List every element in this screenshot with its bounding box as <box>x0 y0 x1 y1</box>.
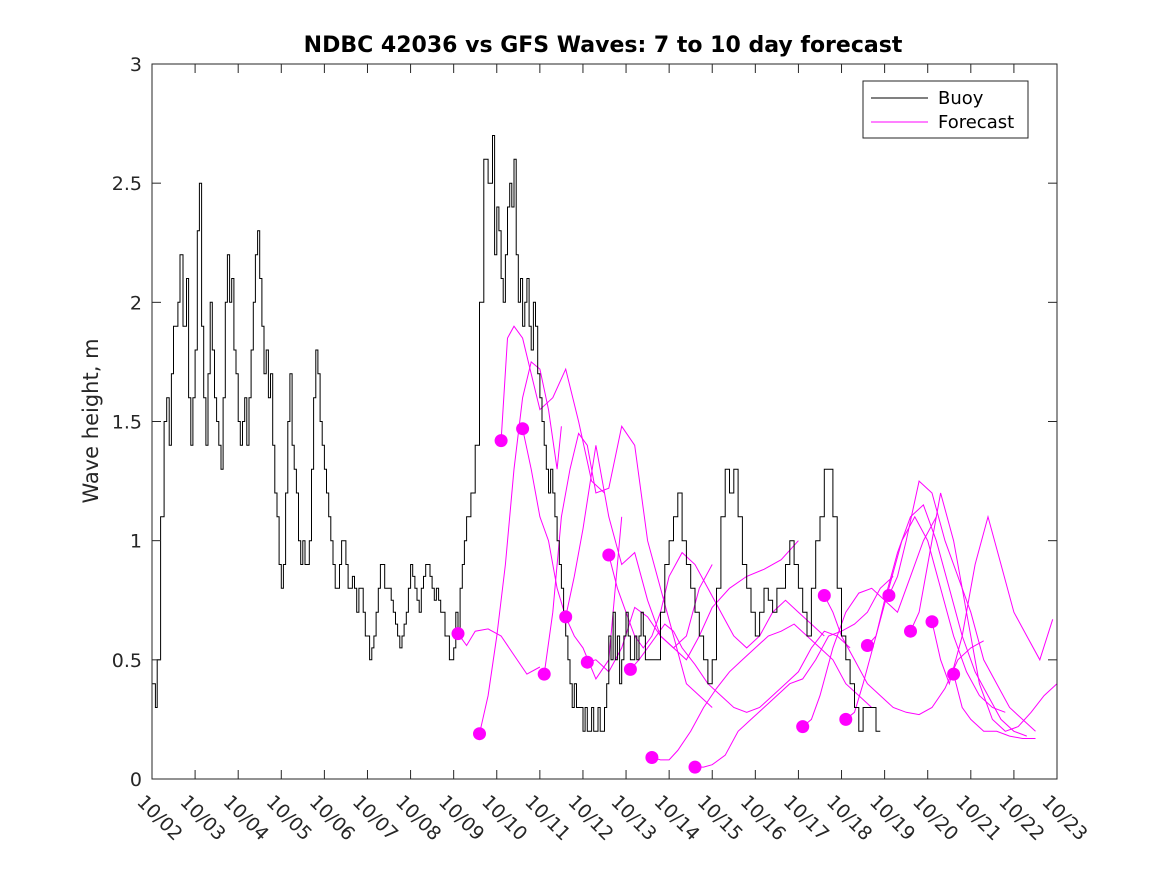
forecast-start-marker <box>602 548 616 562</box>
forecast-line-13 <box>823 595 984 716</box>
legend-box <box>862 80 1029 139</box>
forecast-line-12 <box>802 516 937 727</box>
plot-area: 00.511.522.5310/0210/0310/0410/0510/0610… <box>112 54 1092 845</box>
y-tick-label: 3 <box>130 54 142 76</box>
buoy-line <box>152 135 881 732</box>
forecast-line-9 <box>630 623 851 713</box>
forecast-line-18 <box>931 514 1054 686</box>
forecast-line-8 <box>608 551 825 649</box>
forecast-start-marker <box>623 662 637 676</box>
y-tick-label: 2.5 <box>112 173 142 195</box>
forecast-start-marker <box>796 720 810 734</box>
y-axis-label: Wave height, m <box>79 338 103 503</box>
legend-buoy-label: Buoy <box>938 88 984 109</box>
forecast-start-marker <box>451 627 465 641</box>
forecast-line-3 <box>500 325 605 494</box>
forecast-start-marker <box>645 751 659 764</box>
y-tick-label: 1 <box>130 531 142 553</box>
forecast-line-17 <box>910 492 1057 732</box>
forecast-start-marker <box>559 610 573 624</box>
forecast-line-2 <box>479 361 562 734</box>
y-tick-label: 2 <box>130 292 142 314</box>
forecast-start-marker <box>839 712 853 726</box>
forecast-line-19 <box>953 673 1036 739</box>
legend: Buoy Forecast <box>862 80 1029 139</box>
forecast-line-6 <box>565 445 713 649</box>
axes-background <box>152 64 1057 779</box>
y-tick-label: 0.5 <box>112 650 142 672</box>
data-group <box>152 135 1057 774</box>
y-tick-label: 1.5 <box>112 412 142 434</box>
forecast-start-marker <box>516 422 530 436</box>
forecast-line-1 <box>457 628 541 675</box>
forecast-start-marker <box>925 615 939 629</box>
forecast-start-marker <box>473 727 486 741</box>
forecast-line-10 <box>651 623 873 761</box>
forecast-start-marker <box>947 667 961 681</box>
forecast-line-14 <box>845 515 1006 720</box>
forecast-line-5 <box>543 425 713 708</box>
forecast-start-marker <box>882 589 896 602</box>
forecast-start-marker <box>817 589 831 602</box>
forecast-line-16 <box>888 480 1036 732</box>
forecast-start-marker <box>904 624 917 638</box>
forecast-line-11 <box>695 576 894 768</box>
forecast-start-marker <box>860 639 874 652</box>
y-tick-label: 0 <box>130 769 142 791</box>
forecast-start-marker <box>494 434 508 448</box>
chart-title: NDBC 42036 vs GFS Waves: 7 to 10 day for… <box>304 33 903 58</box>
forecast-start-marker <box>580 655 594 669</box>
forecast-start-marker <box>688 760 702 774</box>
legend-forecast-label: Forecast <box>938 112 1014 133</box>
forecast-start-marker <box>537 667 551 681</box>
